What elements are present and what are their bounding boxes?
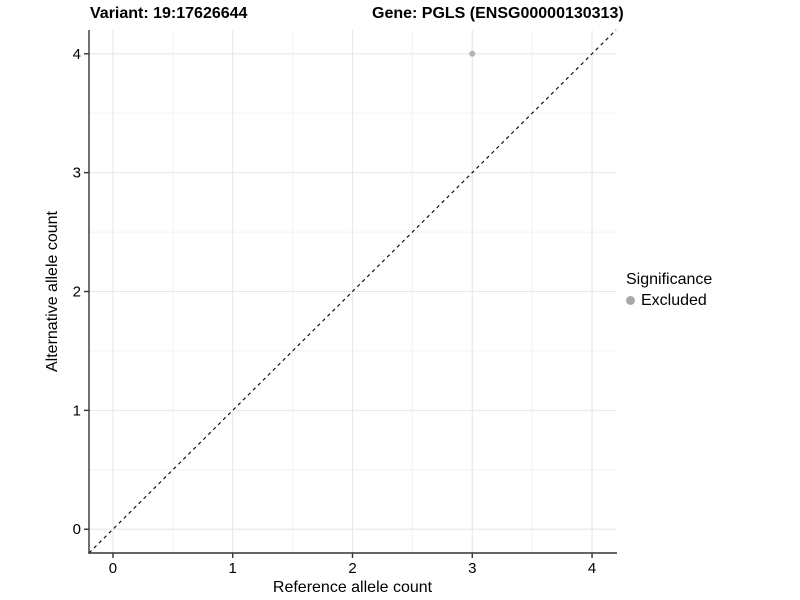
identity-reference-line [88,29,617,554]
x-tick-label: 2 [348,560,356,577]
y-tick-label: 0 [73,521,81,538]
y-tick-label: 4 [73,46,81,63]
x-axis-title: Reference allele count [273,579,433,596]
gene-title: Gene: PGLS (ENSG00000130313) [372,5,624,22]
legend-point-icon [626,296,635,305]
data-point [469,50,476,57]
legend-item-excluded: Excluded [626,291,712,310]
variant-title: Variant: 19:17626644 [90,5,248,22]
x-tick-label: 1 [229,560,237,577]
x-tick-label: 4 [588,560,596,577]
x-tick-label: 0 [109,560,117,577]
y-tick-label: 2 [73,284,81,301]
x-tick-label: 3 [468,560,476,577]
legend-item-label: Excluded [641,292,707,309]
y-axis-title: Alternative allele count [44,210,61,372]
legend-title: Significance [626,271,713,288]
y-tick-label: 3 [73,165,81,182]
legend: Significance Excluded [626,270,712,310]
y-tick-label: 1 [73,402,81,419]
